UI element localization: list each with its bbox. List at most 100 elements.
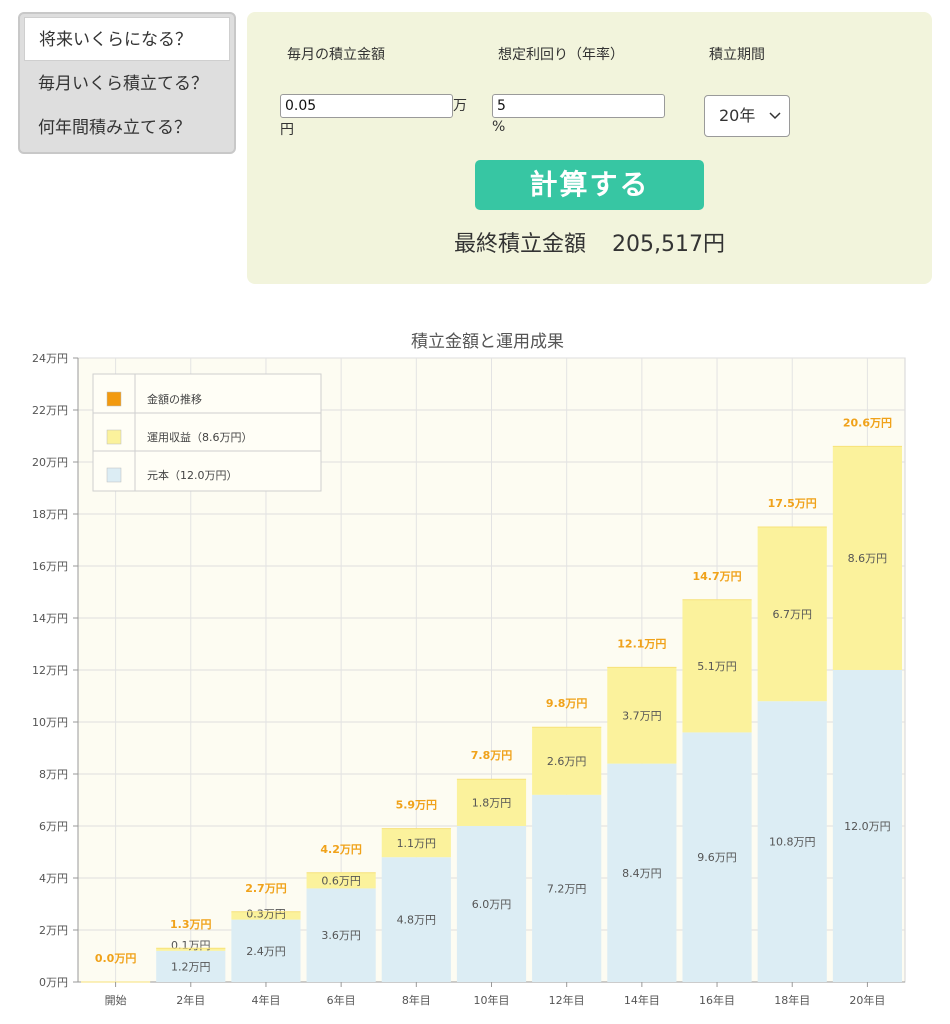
bar-profit-label: 8.6万円 — [848, 552, 888, 565]
bar-principal-label: 2.4万円 — [246, 945, 286, 958]
x-tick-label: 10年目 — [474, 993, 510, 1007]
tab-future-value[interactable]: 将来いくらになる？ — [24, 17, 230, 61]
bar-profit — [306, 872, 376, 889]
bar-total-label: 12.1万円 — [617, 637, 666, 650]
y-tick-label: 22万円 — [32, 404, 68, 417]
y-tick-label: 24万円 — [32, 352, 68, 365]
period-select[interactable]: 20年 — [704, 95, 790, 137]
bar-profit-label: 1.8万円 — [472, 797, 512, 810]
calculate-button[interactable]: 計算する — [475, 160, 704, 210]
bar-principal-label: 12.0万円 — [844, 820, 891, 833]
rate-label: 想定利回り（年率） — [498, 47, 624, 63]
monthly-unit-yen: 円 — [280, 122, 294, 138]
bar-profit — [757, 527, 827, 702]
bar-total-label: 14.7万円 — [692, 570, 741, 583]
bar-profit — [456, 779, 527, 826]
bar-principal-label: 6.0万円 — [472, 898, 512, 911]
bar-total-label: 7.8万円 — [471, 749, 513, 762]
bar-principal-label: 9.6万円 — [697, 851, 737, 864]
legend-label: 元本（12.0万円） — [147, 468, 238, 482]
bar-profit-label: 3.7万円 — [622, 710, 662, 723]
bar-principal-label: 8.4万円 — [622, 867, 662, 880]
bar-principal — [306, 888, 376, 982]
y-tick-label: 8万円 — [39, 768, 68, 781]
bar-profit-label: 2.6万円 — [547, 755, 587, 768]
bar-principal — [832, 670, 902, 982]
bar-profit-label: 5.1万円 — [697, 660, 737, 673]
y-tick-label: 2万円 — [39, 924, 68, 937]
bar-principal — [607, 763, 677, 982]
bar-total-label: 1.3万円 — [170, 918, 212, 931]
y-tick-label: 4万円 — [39, 872, 68, 885]
bar-principal-label: 7.2万円 — [547, 882, 587, 895]
y-tick-label: 14万円 — [32, 612, 68, 625]
y-tick-label: 10万円 — [32, 716, 68, 729]
bar-profit — [832, 446, 902, 670]
rate-unit: % — [492, 119, 506, 135]
legend-label: 金額の推移 — [147, 392, 202, 406]
bar-principal — [532, 794, 602, 982]
final-amount-label: 最終積立金額 — [454, 232, 587, 257]
bar-total-label: 2.7万円 — [245, 882, 287, 895]
bar-profit — [607, 667, 677, 764]
bar-total-label: 17.5万円 — [768, 497, 817, 510]
final-amount-value: 205,517円 — [612, 232, 725, 257]
bar-profit-label: 1.1万円 — [397, 837, 437, 850]
bar-principal-label: 1.2万円 — [171, 960, 211, 973]
y-tick-label: 6万円 — [39, 820, 68, 833]
y-tick-label: 18万円 — [32, 508, 68, 521]
bar-principal — [757, 701, 827, 982]
bar-profit-label: 0.6万円 — [321, 875, 361, 888]
x-tick-label: 18年目 — [774, 993, 810, 1007]
period-label: 積立期間 — [709, 47, 765, 63]
x-tick-label: 20年目 — [849, 993, 885, 1007]
bar-principal — [156, 950, 226, 982]
bar-principal-label: 4.8万円 — [397, 914, 437, 927]
bar-principal-label: 3.6万円 — [321, 929, 361, 942]
bar-profit-label: 0.1万円 — [171, 939, 211, 952]
bar-profit — [231, 911, 301, 920]
y-tick-label: 12万円 — [32, 664, 68, 677]
x-tick-label: 4年目 — [251, 993, 280, 1007]
bar-principal — [682, 732, 752, 982]
bar-total-label: 4.2万円 — [320, 843, 362, 856]
legend-swatch — [106, 467, 122, 483]
x-tick-label: 12年目 — [549, 993, 585, 1007]
mode-selector: 将来いくらになる？ 毎月いくら積立てる？ 何年間積み立てる？ — [18, 12, 236, 154]
bar-principal — [231, 919, 301, 982]
chevron-down-icon — [769, 96, 781, 152]
bar-profit-label: 0.3万円 — [246, 908, 286, 921]
y-tick-label: 0万円 — [39, 976, 68, 989]
monthly-unit-man: 万 — [453, 98, 467, 114]
rate-input[interactable]: 5 — [492, 94, 665, 118]
monthly-amount-label: 毎月の積立金額 — [287, 47, 385, 63]
x-tick-label: 14年目 — [624, 993, 660, 1007]
legend-swatch — [106, 391, 122, 407]
x-tick-label: 8年目 — [402, 993, 431, 1007]
bar-total-label: 9.8万円 — [546, 697, 588, 710]
x-tick-label: 2年目 — [176, 993, 205, 1007]
bar-profit — [156, 948, 226, 951]
tab-monthly-amount[interactable]: 毎月いくら積立てる？ — [38, 74, 208, 94]
accumulation-chart: 0万円 2万円 4万円 6万円 8万円 10万円 12万円 14万円 16万円 18万円 20万円 2… — [32, 352, 906, 1007]
final-amount: 最終積立金額 205,517円 — [247, 226, 932, 258]
tab-years[interactable]: 何年間積み立てる？ — [38, 118, 191, 138]
x-tick-label: 6年目 — [327, 993, 356, 1007]
legend-label: 運用収益（8.6万円） — [147, 430, 253, 444]
monthly-amount-input[interactable]: 0.05 — [280, 94, 453, 118]
bar-total-label: 0.0万円 — [95, 952, 137, 965]
x-tick-label: 16年目 — [699, 993, 735, 1007]
bar-principal-label: 10.8万円 — [769, 836, 816, 849]
bar-total-label: 20.6万円 — [843, 416, 892, 429]
bar-profit-label: 6.7万円 — [772, 608, 812, 621]
calculator-panel: 毎月の積立金額 想定利回り（年率） 積立期間 0.05 万 円 5 % 20年 … — [247, 12, 932, 284]
bar-total-label: 5.9万円 — [396, 799, 438, 812]
period-value: 20年 — [719, 106, 756, 125]
bar-profit — [381, 828, 451, 858]
legend-box — [92, 373, 322, 492]
bar-profit — [532, 727, 602, 795]
bar-principal — [456, 826, 527, 982]
bar-principal — [381, 857, 451, 982]
x-tick-label: 開始 — [105, 993, 127, 1007]
legend-swatch — [106, 429, 122, 445]
